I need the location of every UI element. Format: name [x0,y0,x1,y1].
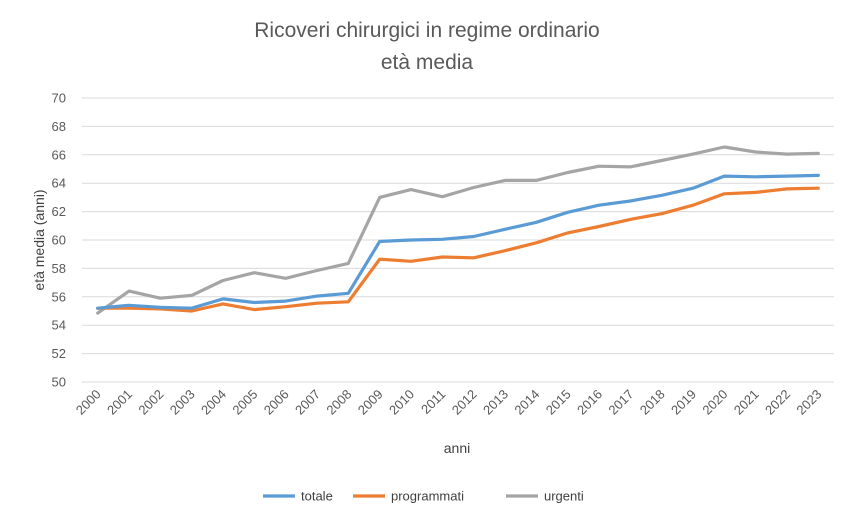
y-tick-label: 54 [52,318,66,333]
x-tick-label: 2022 [762,387,793,418]
y-tick-label: 56 [52,289,66,304]
x-tick-label: 2010 [386,387,417,418]
x-tick-label: 2002 [135,387,166,418]
x-tick-label: 2001 [104,387,135,418]
y-tick-label: 64 [52,176,66,191]
x-tick-label: 2016 [574,387,605,418]
x-tick-label: 2007 [292,387,323,418]
chart-title: Ricoveri chirurgici in regime ordinario [254,19,599,42]
legend-label-urgenti: urgenti [544,489,584,504]
y-tick-label: 60 [52,233,66,248]
x-tick-label: 2023 [793,387,824,418]
series-lines [96,145,820,315]
x-tick-label: 2003 [167,387,198,418]
x-tick-label: 2009 [355,387,386,418]
x-tick-label: 2015 [543,387,574,418]
legend-label-totale: totale [301,489,333,504]
y-axis-label: età media (anni) [31,189,47,290]
y-tick-label: 62 [52,204,66,219]
x-tick-label: 2018 [637,387,668,418]
chart-subtitle: età media [381,51,474,74]
x-tick-label: 2008 [323,387,354,418]
y-tick-label: 58 [52,261,66,276]
series-line-totale [96,173,820,310]
x-tick-label: 2005 [229,387,260,418]
x-tick-label: 2004 [198,387,229,418]
x-tick-label: 2000 [73,387,104,418]
x-axis-ticks: 2000 2001 2002 2003 2004 2005 2006 2007 2008 2009… [73,387,825,418]
x-tick-label: 2014 [511,387,542,418]
y-tick-label: 66 [52,147,66,162]
x-tick-label: 2020 [699,387,730,418]
y-tick-label: 70 [52,91,66,106]
series-line-urgenti [96,145,820,315]
x-tick-label: 2013 [480,387,511,418]
x-tick-label: 2006 [261,387,292,418]
y-tick-label: 50 [52,375,66,390]
x-tick-label: 2011 [418,387,448,417]
legend-label-programmati: programmati [391,489,464,504]
x-tick-label: 2017 [605,387,636,418]
x-tick-label: 2012 [449,387,480,418]
legend: totale programmati urgenti [263,489,584,504]
x-tick-label: 2021 [731,387,762,418]
y-tick-label: 52 [52,346,66,361]
x-axis-label: anni [444,440,470,456]
y-axis-ticks: 50 52 54 56 58 60 62 64 66 68 70 [52,91,66,390]
x-tick-label: 2019 [668,387,699,418]
series-line-programmati [96,186,820,313]
y-tick-label: 68 [52,119,66,134]
gridlines [82,97,834,383]
